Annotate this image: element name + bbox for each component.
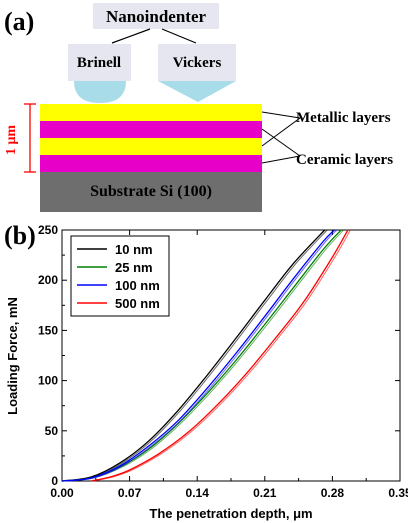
y-tick-label: 250 <box>38 223 58 237</box>
axis-ticks: 0.00 0.07 0.14 0.21 0.28 0.35 0 50 100 150 200 250 <box>38 223 408 500</box>
substrate-label: Substrate Si (100) <box>90 183 212 200</box>
vickers-pyramid-tip <box>158 81 236 102</box>
legend: 10 nm 25 nm 100 nm 500 nm <box>70 235 170 317</box>
series-group <box>61 229 351 482</box>
series-line-repeat-25-nm <box>64 229 344 482</box>
brinell-label: Brinell <box>77 55 121 71</box>
metallic-layer-1 <box>40 104 262 121</box>
y-tick-label: 150 <box>38 323 58 337</box>
vickers-label: Vickers <box>173 55 222 71</box>
y-tick-label: 200 <box>38 273 58 287</box>
legend-label: 25 nm <box>115 260 153 275</box>
legend-label: 100 nm <box>115 278 160 293</box>
vickers-indenter <box>158 44 236 81</box>
ceramic-layer-2 <box>40 155 262 172</box>
brinell-indenter <box>68 44 131 81</box>
ceramic-layers-label: Ceramic layers <box>296 152 393 168</box>
y-axis-label: Loading Force, mN <box>5 297 20 415</box>
y-tick-label: 0 <box>51 474 58 488</box>
series-line-repeat-100-nm <box>64 229 338 482</box>
legend-label: 500 nm <box>115 296 160 311</box>
nanoindenter-box <box>93 3 219 29</box>
brinell-ball-tip <box>74 81 126 103</box>
pointer-brinell <box>111 28 151 44</box>
panel-b-label: (b) <box>4 221 36 250</box>
panel-b: (b) 0.00 0.07 0.14 0.21 0.28 0.35 0 50 100 150 200… <box>4 221 408 521</box>
thickness-dimension <box>24 103 36 173</box>
series-line-repeat-500-nm <box>93 229 351 482</box>
metallic-layers-label: Metallic layers <box>296 110 391 126</box>
pointer-vickers <box>161 28 197 44</box>
y-tick-label: 100 <box>38 374 58 388</box>
series-line-10-nm <box>61 229 326 482</box>
metallic-layer-2 <box>40 138 262 155</box>
x-tick-label: 0.14 <box>186 486 210 500</box>
series-line-repeat-10-nm <box>64 229 328 482</box>
x-axis-label: The penetration depth, μm <box>149 506 312 521</box>
panel-a: (a) Nanoindenter Brinell Vickers Substra… <box>4 3 393 212</box>
x-tick-label: 0.00 <box>50 486 74 500</box>
chart: 0.000.070.140.210.280.35050100150200250 … <box>5 223 408 521</box>
substrate <box>40 172 262 212</box>
x-tick-label: 0.28 <box>321 486 345 500</box>
x-tick-label: 0.35 <box>388 486 408 500</box>
thickness-label: 1 μm <box>4 125 19 155</box>
series-line-500-nm <box>90 229 349 482</box>
x-tick-label: 0.21 <box>253 486 277 500</box>
ceramic-layer-1 <box>40 121 262 138</box>
nanoindenter-label: Nanoindenter <box>106 7 207 26</box>
x-tick-label: 0.07 <box>118 486 142 500</box>
y-tick-label: 50 <box>45 424 59 438</box>
legend-label: 10 nm <box>115 242 153 257</box>
series-line-100-nm <box>61 229 335 482</box>
panel-a-label: (a) <box>4 7 34 36</box>
callout-lines <box>261 111 301 164</box>
